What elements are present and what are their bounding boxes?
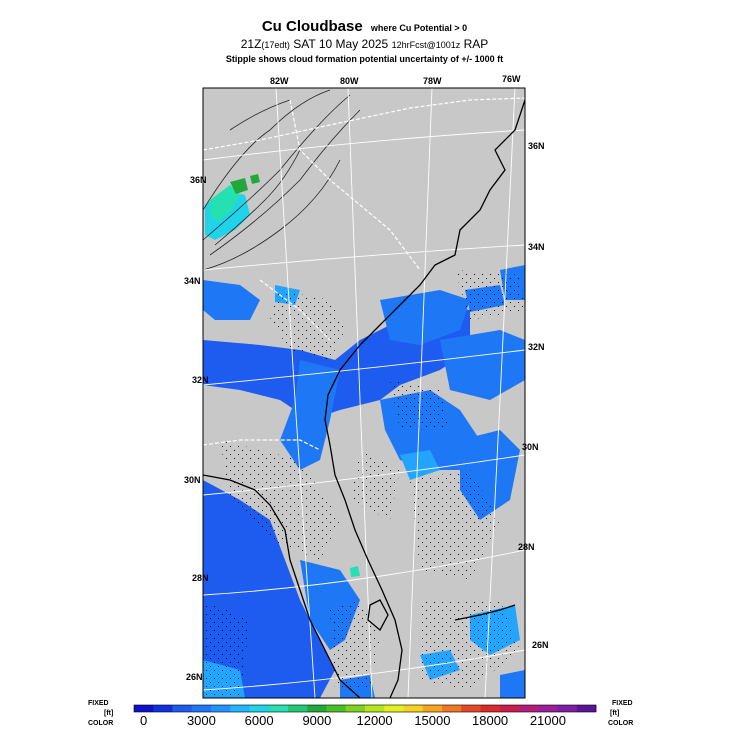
- colorbar-tick-label: 6000: [245, 713, 274, 728]
- lat-label-right-28n: 28N: [518, 542, 535, 552]
- colorbar-swatch: [538, 705, 558, 712]
- colorbar-swatch: [153, 705, 173, 712]
- colorbar-swatch: [249, 705, 270, 712]
- cloudbase-region: [500, 670, 525, 698]
- cloudbase-region: [440, 330, 525, 400]
- colorbar-swatch: [442, 705, 462, 712]
- colorbar-swatch: [365, 705, 385, 712]
- colorbar-swatch: [422, 705, 443, 712]
- lat-label-left-32n: 32N: [192, 375, 209, 385]
- chart-title: Cu Cloudbase where Cu Potential > 0: [0, 18, 729, 37]
- colorbar-swatch: [307, 705, 327, 712]
- cloudbase-region: [230, 178, 248, 194]
- lat-label-right-34n: 34N: [528, 242, 545, 252]
- lon-label-80w: 80W: [340, 76, 359, 86]
- colorbar-swatch: [499, 705, 520, 712]
- colorbar-swatch: [326, 705, 347, 712]
- colorbar-tick-label: 12000: [357, 713, 393, 728]
- lon-label-82w: 82W: [270, 76, 289, 86]
- valid-local: (17edt): [261, 40, 290, 50]
- lon-label-76w: 76W: [502, 74, 521, 84]
- colorbar-swatch: [191, 705, 212, 712]
- forecast-info: 12hrFcst@1001z: [391, 40, 461, 50]
- colorbar-left-top: FIXED: [88, 700, 109, 707]
- lat-label-left-28n: 28N: [192, 573, 209, 583]
- colorbar-swatch: [519, 705, 539, 712]
- map-frame: [202, 87, 526, 699]
- colorbar-left-bot: COLOR: [88, 720, 113, 727]
- colorbar-swatch: [230, 705, 250, 712]
- lat-label-right-32n: 32N: [528, 342, 545, 352]
- cloudbase-region: [400, 450, 440, 480]
- lat-label-left-34n: 34N: [184, 276, 201, 286]
- model-name: RAP: [463, 37, 489, 51]
- valid-time-line: 21Z(17edt) SAT 10 May 2025 12hrFcst@1001…: [0, 37, 729, 53]
- colorbar-right-bot: COLOR: [608, 720, 633, 727]
- colorbar-swatch: [288, 705, 308, 712]
- colorbar-tick-label: 15000: [414, 713, 450, 728]
- colorbar-swatch: [480, 705, 501, 712]
- lat-label-left-26n: 26N: [186, 672, 203, 682]
- colorbar-swatch: [461, 705, 481, 712]
- colorbar-swatch: [345, 705, 366, 712]
- colorbar-tick-label: 9000: [302, 713, 331, 728]
- colorbar-left-mid: [ft]: [104, 710, 113, 717]
- stipple-note: Stipple shows cloud formation potential …: [225, 54, 504, 64]
- title-note: where Cu Potential > 0: [370, 23, 468, 33]
- colorbar-ticks: 0 3000 6000 9000 12000 15000 18000 21000: [140, 713, 566, 728]
- colorbar-swatch: [403, 705, 424, 712]
- lat-label-left-30n: 30N: [184, 475, 201, 485]
- lat-label-right-30n: 30N: [522, 442, 539, 452]
- title-block: Cu Cloudbase where Cu Potential > 0 21Z(…: [0, 18, 729, 65]
- colorbar-swatch: [557, 705, 578, 712]
- colorbar-swatch: [384, 705, 404, 712]
- lon-label-78w: 78W: [423, 76, 442, 86]
- colorbar-right-top: FIXED: [612, 700, 633, 707]
- coastline: [203, 99, 525, 698]
- colorbar-swatch: [576, 705, 597, 712]
- cloudbase-region: [350, 566, 360, 577]
- valid-date: SAT 10 May 2025: [293, 37, 389, 51]
- cloudbase-region: [250, 174, 260, 184]
- colorbar-right-mid: [ft]: [610, 710, 619, 717]
- state-borders: [203, 97, 525, 451]
- cloudbase-region: [210, 185, 240, 222]
- lat-label-right-36n: 36N: [528, 141, 545, 151]
- colorbar-swatch: [134, 705, 154, 712]
- colorbar-tick-label: 18000: [472, 713, 508, 728]
- colorbar-frame: [133, 704, 597, 713]
- colorbar: [133, 704, 597, 713]
- lat-label-left-36n: 36N: [190, 175, 207, 185]
- valid-prefix: 21Z: [240, 37, 262, 51]
- stipple-layer: [203, 270, 525, 698]
- title-text: Cu Cloudbase: [261, 18, 363, 35]
- colorbar-tick-label: 21000: [530, 713, 566, 728]
- graticule: [203, 88, 525, 698]
- lat-label-right-26n: 26N: [532, 640, 549, 650]
- colorbar-swatch: [172, 705, 193, 712]
- colorbar-swatch: [268, 705, 289, 712]
- colorbar-swatch: [211, 705, 231, 712]
- colorbar-tick-label: 3000: [187, 713, 216, 728]
- contour-lines: [203, 89, 361, 271]
- cloudbase-region: [380, 290, 470, 345]
- colorbar-tick-label: 0: [140, 713, 147, 728]
- cloudbase-field: [203, 174, 525, 698]
- cloudbase-region: [203, 280, 260, 320]
- cloudbase-region: [280, 360, 340, 470]
